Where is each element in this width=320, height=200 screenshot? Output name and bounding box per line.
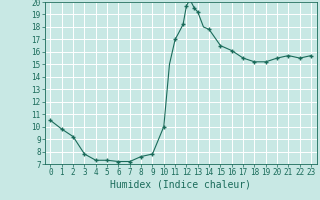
- X-axis label: Humidex (Indice chaleur): Humidex (Indice chaleur): [110, 180, 251, 190]
